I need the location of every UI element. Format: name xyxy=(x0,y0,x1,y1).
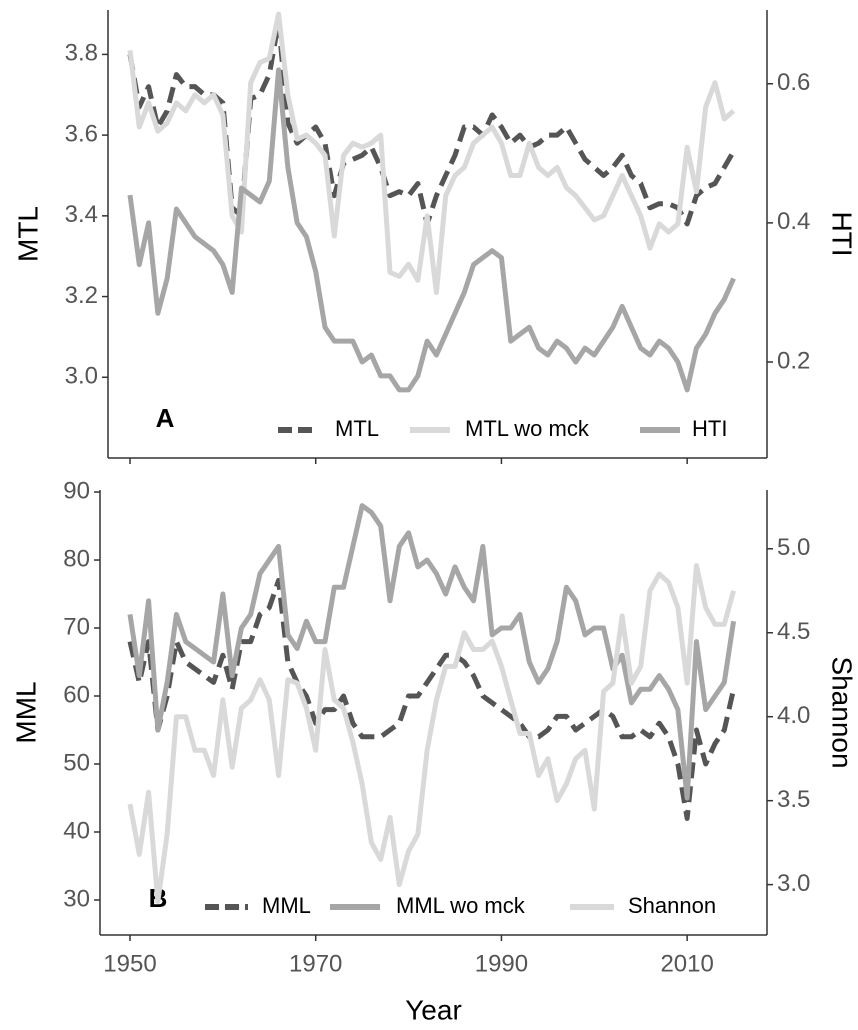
series-line xyxy=(127,11,736,296)
y-tick-label: 30 xyxy=(63,885,90,912)
legend-label: MML xyxy=(262,893,311,918)
y2-tick-label: 4.5 xyxy=(777,618,810,645)
x-tick-label: 2010 xyxy=(660,950,713,977)
y2-tick-label: 0.2 xyxy=(777,347,810,374)
y-tick-label: 50 xyxy=(63,749,90,776)
y-axis-title: MML xyxy=(10,681,41,743)
legend-label: MTL wo mck xyxy=(465,416,590,441)
y-tick-label: 3.0 xyxy=(65,363,98,390)
y2-tick-label: 5.0 xyxy=(777,534,810,561)
y2-tick-label: 3.5 xyxy=(777,786,810,813)
series-line xyxy=(127,67,736,393)
y-tick-label: 80 xyxy=(63,545,90,572)
y2-tick-label: 0.6 xyxy=(777,69,810,96)
x-axis-title: Year xyxy=(405,994,462,1025)
panel-label: A xyxy=(156,403,175,433)
legend-label: HTI xyxy=(692,416,727,441)
y2-tick-label: 3.0 xyxy=(777,870,810,897)
y-tick-label: 3.8 xyxy=(65,40,98,67)
y-tick-label: 90 xyxy=(63,477,90,504)
y2-axis-title: HTI xyxy=(827,211,858,256)
series-line xyxy=(127,503,737,801)
legend-label: MML wo mck xyxy=(396,893,526,918)
legend-label: MTL xyxy=(335,416,379,441)
y-axis-title: MTL xyxy=(12,206,43,262)
y2-axis-title: Shannon xyxy=(827,656,858,768)
x-tick-label: 1970 xyxy=(289,950,342,977)
y-tick-label: 40 xyxy=(63,817,90,844)
series-line xyxy=(127,563,736,904)
series-line xyxy=(127,577,737,821)
legend-label: Shannon xyxy=(628,893,716,918)
y-tick-label: 3.6 xyxy=(65,120,98,147)
y2-tick-label: 4.0 xyxy=(777,702,810,729)
y-tick-label: 60 xyxy=(63,681,90,708)
x-tick-label: 1990 xyxy=(475,950,528,977)
y2-tick-label: 0.4 xyxy=(777,208,810,235)
y-tick-label: 70 xyxy=(63,613,90,640)
series-line xyxy=(127,19,736,227)
y-tick-label: 3.4 xyxy=(65,201,98,228)
x-tick-label: 1950 xyxy=(103,950,156,977)
y-tick-label: 3.2 xyxy=(65,282,98,309)
